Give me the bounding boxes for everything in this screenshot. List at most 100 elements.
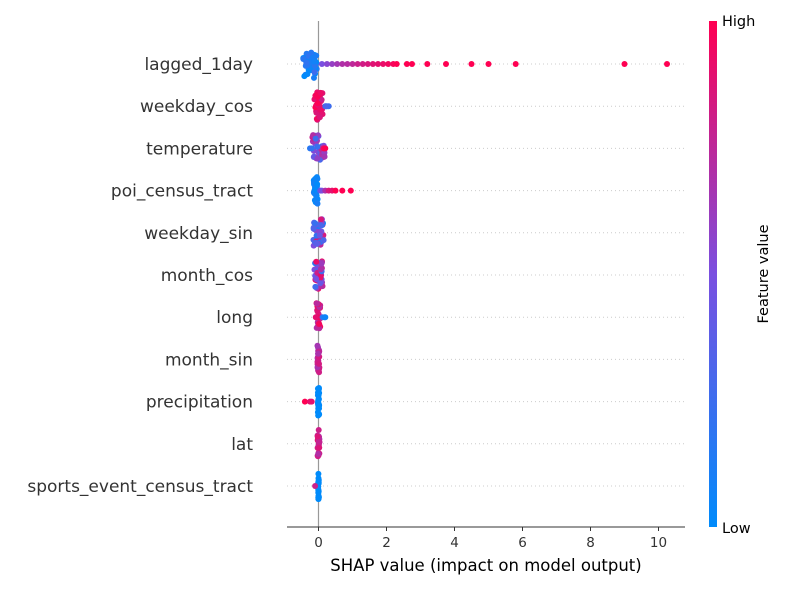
shap-point — [318, 61, 325, 67]
shap-point — [320, 237, 327, 244]
shap-point — [311, 63, 318, 70]
shap-point — [468, 61, 475, 67]
feature-label: lat — [231, 435, 253, 455]
colorbar — [709, 21, 717, 527]
shap-point — [316, 232, 323, 239]
x-tick-label: 10 — [650, 535, 667, 551]
shap-point — [301, 398, 308, 405]
shap-point — [369, 61, 376, 67]
feature-labels: lagged_1day weekday_cos temperature poi_cen… — [27, 55, 253, 497]
shap-point — [312, 283, 319, 290]
shap-point — [375, 61, 381, 67]
shap-point — [310, 224, 317, 231]
shap-point — [322, 314, 329, 321]
feature-label: poi_census_tract — [111, 182, 253, 202]
shap-point — [334, 61, 341, 67]
x-axis-title: SHAP value (impact on model output) — [330, 556, 641, 575]
shap-point — [312, 314, 319, 321]
shap-point — [321, 153, 328, 160]
shap-point — [380, 61, 387, 67]
shap-point — [312, 220, 319, 227]
shap-point — [318, 261, 325, 268]
feature-label: lagged_1day — [144, 55, 253, 75]
shap-point — [347, 187, 354, 194]
shap-point — [316, 389, 323, 396]
beeswarm-points — [300, 49, 670, 503]
shap-point — [312, 483, 319, 489]
x-tick-label: 6 — [518, 535, 527, 551]
shap-point — [329, 61, 336, 67]
shap-point — [315, 404, 322, 411]
shap-point — [485, 61, 492, 67]
row-guides — [287, 63, 685, 487]
shap-point — [339, 187, 346, 194]
shap-point — [621, 61, 628, 67]
x-tick-label: 2 — [382, 535, 391, 551]
feature-label: month_sin — [165, 350, 253, 370]
shap-point — [313, 258, 320, 265]
shap-point — [315, 450, 322, 457]
shap-point — [385, 61, 392, 67]
shap-point — [314, 181, 321, 188]
shap-point — [311, 58, 318, 65]
shap-point — [313, 275, 320, 282]
shap-point — [409, 61, 415, 67]
feature-label: weekday_cos — [140, 97, 253, 117]
shap-point — [316, 321, 323, 328]
shap-point — [315, 427, 322, 434]
shap-point — [317, 280, 324, 287]
shap-point — [359, 61, 366, 67]
shap-point — [344, 61, 351, 67]
shap-point — [322, 103, 329, 110]
shap-point — [664, 61, 670, 67]
shap-point — [313, 52, 320, 59]
shap-point — [315, 350, 322, 357]
shap-point — [308, 145, 315, 152]
feature-label: temperature — [146, 139, 253, 159]
shap-point — [317, 216, 324, 223]
shap-point — [316, 444, 323, 451]
shap-point — [314, 100, 321, 107]
feature-label: sports_event_census_tract — [27, 477, 253, 497]
colorbar-title: Feature value — [756, 224, 772, 323]
shap-point — [315, 494, 322, 501]
feature-label: long — [216, 308, 253, 328]
shap-point — [364, 61, 371, 67]
shap-point — [313, 300, 320, 307]
shap-point — [424, 61, 431, 67]
shap-point — [317, 266, 324, 273]
shap-point — [322, 145, 329, 152]
shap-point — [314, 155, 321, 162]
shap-point — [332, 187, 339, 194]
shap-point — [314, 200, 321, 207]
feature-label: weekday_sin — [144, 224, 253, 244]
x-tick-label: 0 — [314, 535, 323, 551]
shap-point — [317, 222, 324, 229]
colorbar-high-label: High — [722, 14, 755, 30]
shap-point — [315, 470, 322, 477]
shap-point — [315, 397, 322, 404]
shap-point — [311, 186, 318, 193]
feature-label: month_cos — [161, 266, 253, 286]
shap-point — [304, 71, 311, 78]
shap-point — [311, 69, 318, 76]
shap-point — [316, 360, 323, 367]
shap-point — [354, 61, 361, 67]
shap-point — [324, 61, 330, 67]
shap-point — [316, 439, 323, 446]
shap-point — [315, 410, 322, 417]
shap-point — [512, 61, 519, 67]
x-axis-ticks: 0 2 4 6 8 10 — [314, 527, 667, 551]
x-tick-label: 8 — [586, 535, 595, 551]
shap-point — [314, 433, 321, 440]
shap-point — [443, 61, 449, 67]
shap-point — [315, 478, 322, 485]
shap-point — [313, 240, 320, 247]
shap-point — [316, 114, 323, 121]
shap-point — [339, 61, 346, 67]
shap-point — [403, 61, 410, 67]
x-tick-label: 4 — [450, 535, 459, 551]
shap-point — [314, 143, 321, 150]
shap-point — [317, 89, 324, 96]
